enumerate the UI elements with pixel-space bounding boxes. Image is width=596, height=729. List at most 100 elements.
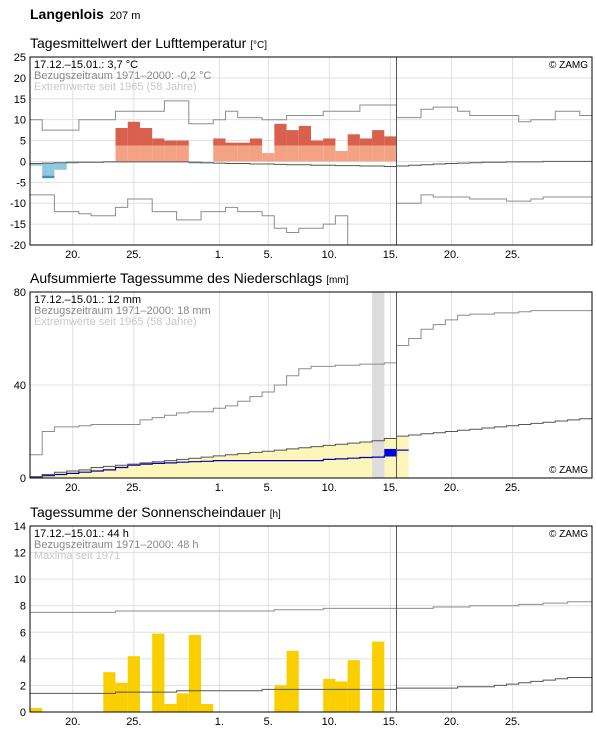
y-tick-label: 10 <box>14 115 26 127</box>
x-tick-label: 5. <box>264 249 273 261</box>
y-tick-label: 6 <box>20 627 26 639</box>
copyright-label: © ZAMG <box>549 60 588 71</box>
sunshine-bar <box>115 682 128 712</box>
temperature-bar-light <box>286 145 299 162</box>
x-tick-label: 1. <box>215 482 224 494</box>
x-tick-label: 20. <box>65 482 80 494</box>
x-tick-label: 5. <box>264 716 273 728</box>
temperature-bar-strong <box>372 130 385 146</box>
summary-text: 17.12.–15.01.: 44 h <box>34 528 129 540</box>
temperature-bar-light <box>127 145 140 162</box>
sunshine-bar <box>188 634 202 712</box>
sunshine-normal-line <box>30 677 592 694</box>
temperature-bar-strong <box>115 128 128 146</box>
y-tick-label: 0 <box>20 156 26 168</box>
sunshine-bar <box>30 708 43 712</box>
copyright-label: © ZAMG <box>549 465 588 476</box>
temperature-bar-strong <box>225 142 238 146</box>
sunshine-bar <box>347 660 360 712</box>
y-tick-label: 0 <box>20 707 26 719</box>
y-tick-label: 15 <box>14 94 26 106</box>
temperature-bar-light <box>249 145 263 162</box>
temperature-bar-light <box>311 145 324 162</box>
x-tick-label: 10. <box>322 249 337 261</box>
temperature-bar-cold-light <box>54 162 67 170</box>
x-tick-label: 1. <box>215 249 224 261</box>
y-tick-label: 12 <box>14 548 26 560</box>
reference-text: Bezugszeitraum 1971–2000: 48 h <box>34 539 199 551</box>
x-tick-label: 20. <box>65 249 80 261</box>
temperature-bar-strong <box>249 138 263 146</box>
temperature-bar-light <box>139 145 153 162</box>
temperature-bar-light <box>213 145 226 162</box>
copyright-label: © ZAMG <box>549 529 588 540</box>
sunshine-title-text: Tagessumme der Sonnenscheindauer <box>30 504 266 520</box>
x-tick-label: 25. <box>126 716 141 728</box>
temperature-bar-cold-light <box>30 163 43 166</box>
temperature-bar-light <box>323 145 336 162</box>
x-tick-label: 25. <box>505 249 520 261</box>
sunshine-bar <box>372 641 385 712</box>
temperature-bar-strong <box>347 134 360 146</box>
temperature-bar-light <box>152 145 165 162</box>
temperature-bar-strong <box>311 140 324 146</box>
y-tick-label: 5 <box>20 136 26 148</box>
extremes-note-text: Extremwerte seit 1965 (58 Jahre) <box>34 81 197 93</box>
temperature-bar-strong <box>298 125 311 146</box>
x-tick-label: 10. <box>322 482 337 494</box>
reference-text: Bezugszeitraum 1971–2000: 18 mm <box>34 305 211 317</box>
temperature-bar-light <box>359 145 373 162</box>
missing-data-band <box>372 292 385 478</box>
temperature-bar-light <box>262 153 275 162</box>
x-tick-label: 15. <box>383 716 398 728</box>
sunshine-bar <box>335 681 348 712</box>
temperature-bar-cold-strong <box>42 175 55 179</box>
x-tick-label: 20. <box>444 249 459 261</box>
sunshine-bar <box>286 650 299 712</box>
sunshine-bar <box>274 685 287 712</box>
temperature-bar-strong <box>384 136 397 146</box>
y-tick-label: -10 <box>10 198 26 210</box>
x-tick-label: 15. <box>383 482 398 494</box>
summary-text: 17.12.–15.01.: 3,7 °C <box>34 59 138 71</box>
precipitation-unit: [mm] <box>326 275 349 286</box>
x-tick-label: 20. <box>65 716 80 728</box>
temperature-bar-cold-light <box>42 163 55 176</box>
x-tick-label: 20. <box>444 716 459 728</box>
sunshine-bar <box>152 633 165 712</box>
temperature-bar-light <box>335 151 348 162</box>
x-tick-label: 1. <box>215 716 224 728</box>
temperature-bar-light <box>225 145 238 162</box>
x-tick-label: 10. <box>322 716 337 728</box>
y-tick-label: 10 <box>14 574 26 586</box>
summary-text: 17.12.–15.01.: 12 mm <box>34 294 141 306</box>
precipitation-today-block <box>384 448 397 456</box>
y-tick-label: -15 <box>10 219 26 231</box>
temperature-bar-light <box>164 145 177 162</box>
temperature-bar-strong <box>176 140 189 146</box>
sunshine-bar <box>323 678 336 712</box>
temperature-bar-light <box>115 145 128 162</box>
y-tick-label: 20 <box>14 73 26 85</box>
precipitation-chart-title: Aufsummierte Tagessumme des Niederschlag… <box>30 270 348 286</box>
y-tick-label: -5 <box>16 177 26 189</box>
temperature-bar-light <box>384 145 397 162</box>
temperature-bar-light <box>372 145 385 162</box>
precipitation-normal-line <box>30 418 592 478</box>
temperature-normal-line <box>30 160 592 167</box>
y-tick-label: -20 <box>10 240 26 252</box>
precipitation-max-line <box>30 310 592 456</box>
x-tick-label: 25. <box>126 482 141 494</box>
plot-frame <box>29 525 593 713</box>
y-tick-label: 80 <box>14 287 26 299</box>
sunshine-bar <box>103 672 116 712</box>
temperature-min-line <box>30 194 592 246</box>
x-tick-label: 25. <box>126 249 141 261</box>
sunshine-max-line <box>30 601 592 613</box>
temperature-bar-strong <box>127 121 140 146</box>
extremes-note-text: Maxima seit 1971 <box>34 550 120 562</box>
sunshine-bar <box>127 656 140 712</box>
x-tick-label: 15. <box>383 249 398 261</box>
temperature-bar-strong <box>152 138 165 146</box>
